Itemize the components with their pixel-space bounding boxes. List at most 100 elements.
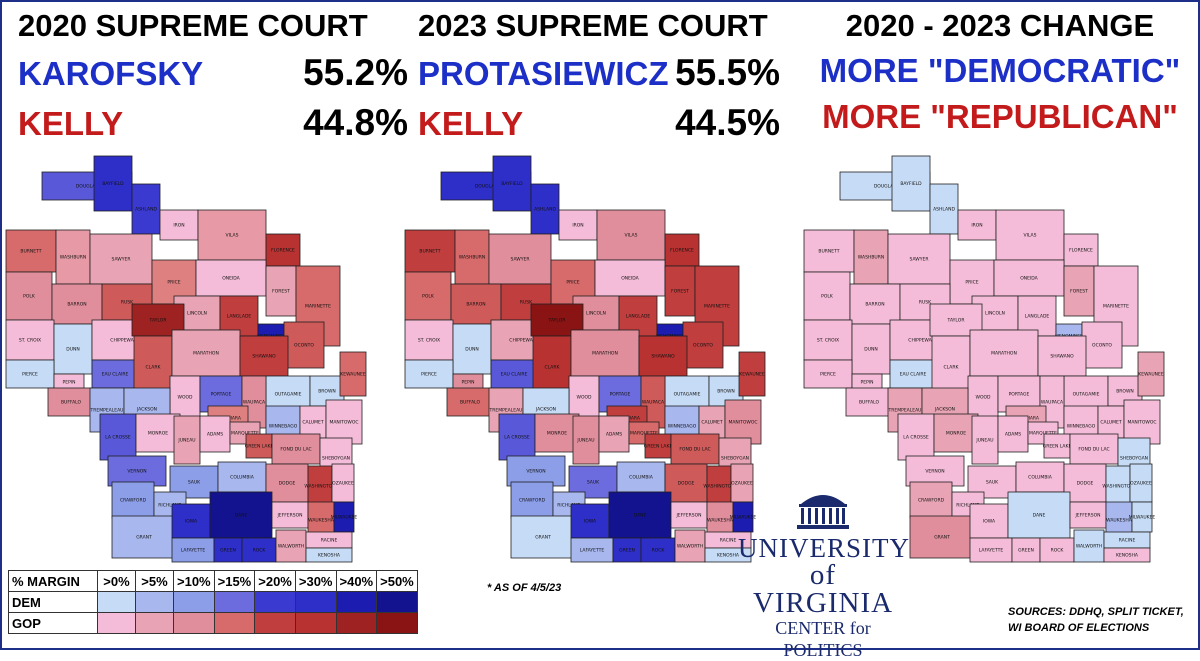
county-label-forest: FOREST: [272, 289, 290, 295]
legend-dem-swatch: [135, 591, 174, 613]
county-label-kenosha: KENOSHA: [1116, 553, 1139, 559]
county-label-outagamie: OUTAGAMIE: [1073, 392, 1100, 398]
county-label-ashland: ASHLAND: [933, 207, 955, 213]
county-walworth: [674, 529, 706, 563]
county-label-sauk: SAUK: [587, 480, 600, 486]
margin-legend: % MARGIN >0% >5% >10% >15% >20% >30% >40…: [8, 570, 418, 634]
county-label-florence: FLORENCE: [670, 248, 694, 254]
county-label-lincoln: LINCOLN: [187, 311, 207, 317]
county-label-adams: ADAMS: [606, 432, 622, 438]
county-label-lincoln: LINCOLN: [586, 311, 606, 317]
county-label-dunn: DUNN: [66, 347, 80, 353]
sources-line: WI BOARD OF ELECTIONS: [1008, 622, 1150, 634]
county-label-manitowoc: MANITOWOC: [728, 420, 757, 426]
county-label-langlade: LANGLADE: [626, 314, 651, 320]
county-label-grant: GRANT: [136, 535, 152, 541]
county-label-rock: ROCK: [1051, 548, 1065, 554]
county-label-jackson: JACKSON: [934, 407, 955, 413]
county-label-ozaukee: OZAUKEE: [332, 481, 354, 487]
county-pierce: [5, 359, 55, 389]
county-label-taylor: TAYLOR: [947, 318, 965, 324]
county-crawford: [510, 481, 554, 519]
county-rock: [241, 537, 277, 563]
county-label-eau-claire: EAU CLAIRE: [102, 372, 129, 378]
county-label-green-lake: GREEN LAKE: [245, 444, 274, 450]
county-lafayette: [570, 537, 614, 563]
county-label-waupaca: WAUPACA: [243, 400, 266, 406]
legend-bin: >20%: [254, 570, 296, 592]
county-label-trempealeau: TREMPEALEAU: [489, 408, 523, 414]
gop-candidate-name: KELLY: [418, 105, 524, 142]
county-label-columbia: COLUMBIA: [629, 475, 654, 481]
county-marathon: [969, 329, 1039, 377]
county-iowa: [171, 503, 211, 539]
county-iowa: [969, 503, 1009, 539]
county-polk: [803, 271, 851, 321]
legend-bin: >30%: [294, 570, 337, 592]
county-vernon: [905, 455, 965, 487]
county-buffalo: [47, 387, 95, 417]
county-pierce: [803, 359, 853, 389]
county-st-croix: [404, 319, 454, 361]
county-label-pierce: PIERCE: [820, 372, 836, 378]
county-label-green: GREEN: [619, 548, 635, 554]
legend-dem-label: DEM: [8, 591, 98, 613]
county-sawyer: [89, 233, 153, 285]
county-label-oneida: ONEIDA: [222, 276, 240, 282]
county-label-oconto: OCONTO: [693, 343, 713, 349]
county-vilas: [197, 209, 267, 261]
uva-center-for-politics-logo: UNIVERSITY of VIRGINIA CENTER for POLITI…: [738, 488, 909, 661]
county-label-sheboygan: SHEBOYGAN: [1120, 456, 1148, 462]
legend-gop-swatch: [97, 612, 136, 634]
county-oneida: [594, 259, 666, 297]
legend-gop-label: GOP: [8, 612, 98, 634]
legend-dem-swatch: [213, 591, 256, 613]
gop-percentage: 44.5%: [675, 102, 780, 143]
county-vilas: [596, 209, 666, 261]
county-label-marathon: MARATHON: [193, 351, 219, 357]
county-label-washington: WASHINGTON: [1102, 484, 1133, 490]
county-label-oneida: ONEIDA: [621, 276, 639, 282]
county-label-buffalo: BUFFALO: [61, 400, 82, 406]
county-label-fond-du-lac: FOND DU LAC: [1078, 447, 1109, 453]
county-green-lake: [1043, 433, 1071, 459]
county-label-forest: FOREST: [671, 289, 689, 295]
county-label-racine: RACINE: [720, 538, 737, 544]
county-label-portage: PORTAGE: [1009, 392, 1030, 398]
county-label-sawyer: SAWYER: [511, 257, 530, 263]
county-label-st-croix: ST. CROIX: [817, 338, 839, 344]
county-label-crawford: CRAWFORD: [120, 498, 147, 504]
county-label-polk: POLK: [23, 294, 36, 300]
county-label-fond-du-lac: FOND DU LAC: [679, 447, 710, 453]
county-label-juneau: JUNEAU: [177, 438, 195, 444]
county-label-columbia: COLUMBIA: [230, 475, 255, 481]
county-label-vilas: VILAS: [1024, 233, 1037, 239]
county-label-iron: IRON: [173, 223, 184, 229]
county-label-polk: POLK: [422, 294, 435, 300]
county-vernon: [107, 455, 167, 487]
county-label-eau-claire: EAU CLAIRE: [501, 372, 528, 378]
county-green-lake: [245, 433, 273, 459]
map-2020: DOUGLAS BAYFIELD ASHLAND IRON VILAS FLORENCE B…: [4, 148, 396, 568]
county-crawford: [111, 481, 155, 519]
gop-candidate-name: KELLY: [18, 105, 124, 142]
county-sawyer: [887, 233, 951, 285]
county-label-walworth: WALWORTH: [1076, 544, 1102, 550]
county-marathon: [570, 329, 640, 377]
county-label-pepin: PEPIN: [63, 380, 76, 386]
county-label-jackson: JACKSON: [136, 407, 157, 413]
county-label-florence: FLORENCE: [1069, 248, 1093, 254]
county-jefferson: [1069, 501, 1107, 529]
county-label-vernon: VERNON: [925, 469, 944, 475]
county-label-marinette: MARINETTE: [1103, 304, 1129, 310]
county-burnett: [803, 229, 855, 273]
county-kewaunee: [1137, 351, 1165, 397]
county-fond-du-lac: [1069, 433, 1119, 465]
legend-bin: >15%: [213, 570, 256, 592]
gop-result-row: KELLY 44.5%: [418, 102, 780, 144]
county-label-taylor: TAYLOR: [149, 318, 167, 324]
legend-dem-swatch: [173, 591, 215, 613]
county-label-washburn: WASHBURN: [459, 255, 485, 261]
county-label-price: PRICE: [566, 280, 579, 286]
county-label-manitowoc: MANITOWOC: [329, 420, 358, 426]
